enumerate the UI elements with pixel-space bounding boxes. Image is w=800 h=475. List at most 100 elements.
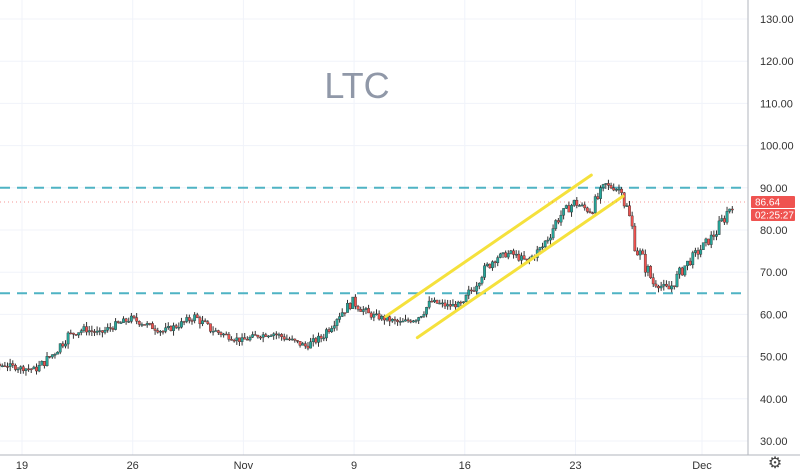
candle-up bbox=[475, 285, 479, 292]
candle-up bbox=[599, 187, 602, 199]
candle-down bbox=[48, 356, 52, 358]
y-tick-label: 100.00 bbox=[760, 141, 794, 153]
y-tick-label: 120.00 bbox=[760, 56, 794, 68]
candle-up bbox=[601, 184, 605, 188]
candle-down bbox=[354, 296, 357, 307]
candle-down bbox=[607, 183, 610, 186]
candle-down bbox=[454, 304, 457, 308]
candle-up bbox=[211, 331, 215, 333]
candle-up bbox=[177, 326, 181, 329]
candle-up bbox=[380, 316, 384, 320]
candle-up bbox=[251, 334, 255, 338]
candle-up bbox=[593, 196, 597, 214]
candle-down bbox=[730, 208, 734, 211]
candle-up bbox=[301, 343, 305, 346]
candle-down bbox=[161, 331, 165, 333]
candle-down bbox=[198, 317, 202, 325]
candle-down bbox=[124, 318, 128, 322]
candle-up bbox=[201, 320, 204, 325]
candle-down bbox=[556, 220, 560, 223]
candle-down bbox=[174, 325, 178, 328]
candle-down bbox=[137, 321, 141, 325]
candle-up bbox=[322, 337, 326, 340]
candle-up bbox=[106, 327, 110, 331]
candle-down bbox=[280, 334, 284, 337]
candle-up bbox=[340, 312, 344, 317]
price-badges: 86.64 02:25:27 bbox=[0, 195, 795, 221]
candle-up bbox=[417, 317, 421, 321]
candle-up bbox=[662, 283, 666, 287]
channel-line bbox=[384, 173, 593, 319]
candle-down bbox=[135, 317, 139, 322]
candle-up bbox=[422, 314, 426, 317]
candle-up bbox=[32, 366, 36, 370]
countdown-badge bbox=[751, 208, 795, 221]
candle-down bbox=[3, 365, 7, 367]
candle-up bbox=[164, 327, 168, 332]
candle-up bbox=[638, 250, 642, 256]
candle-up bbox=[709, 234, 713, 245]
candle-up bbox=[483, 265, 486, 278]
candle-down bbox=[187, 317, 191, 321]
candle-up bbox=[50, 354, 54, 358]
candle-up bbox=[715, 234, 718, 237]
candle-down bbox=[435, 299, 439, 304]
candle-down bbox=[583, 204, 587, 209]
x-tick-label: 9 bbox=[351, 460, 357, 472]
candle-up bbox=[541, 246, 544, 249]
candle-down bbox=[622, 192, 626, 207]
candle-up bbox=[646, 266, 650, 273]
candle-down bbox=[680, 267, 684, 276]
candle-up bbox=[145, 323, 149, 326]
candle-up bbox=[235, 337, 239, 341]
candle-up bbox=[401, 320, 405, 323]
channel-lines bbox=[384, 173, 625, 340]
candle-down bbox=[327, 329, 331, 333]
y-tick-label: 70.00 bbox=[760, 267, 788, 279]
candle-up bbox=[549, 237, 552, 241]
candle-up bbox=[290, 338, 294, 341]
candle-up bbox=[269, 335, 273, 337]
candle-up bbox=[538, 247, 542, 251]
x-tick-label: Nov bbox=[234, 460, 254, 472]
channel-line bbox=[415, 194, 625, 340]
candle-down bbox=[108, 327, 112, 329]
candle-down bbox=[377, 313, 381, 320]
candle-up bbox=[572, 199, 576, 206]
candle-down bbox=[256, 335, 260, 338]
candle-down bbox=[596, 196, 600, 199]
candle-up bbox=[562, 208, 566, 216]
candle-down bbox=[151, 323, 154, 330]
candle-down bbox=[182, 321, 186, 323]
candle-up bbox=[346, 303, 349, 313]
candle-up bbox=[614, 189, 618, 191]
candle-down bbox=[612, 187, 616, 191]
candle-down bbox=[29, 368, 33, 371]
candle-down bbox=[504, 252, 508, 258]
candle-up bbox=[56, 351, 59, 355]
candle-up bbox=[53, 354, 57, 356]
candle-up bbox=[185, 317, 189, 322]
candle-up bbox=[77, 332, 81, 336]
candle-down bbox=[630, 215, 634, 227]
y-tick-label: 110.00 bbox=[760, 98, 793, 110]
candle-up bbox=[16, 368, 20, 371]
candle-up bbox=[19, 366, 23, 370]
candle-down bbox=[396, 320, 399, 322]
candle-down bbox=[116, 321, 120, 323]
candle-down bbox=[525, 258, 529, 261]
candle-up bbox=[694, 250, 697, 253]
candle-down bbox=[712, 234, 716, 237]
candle-up bbox=[311, 338, 315, 342]
candle-down bbox=[298, 341, 302, 346]
candle-up bbox=[704, 238, 708, 243]
candle-down bbox=[636, 250, 639, 256]
candle-down bbox=[359, 309, 363, 312]
settings-gear-icon[interactable]: ⚙ bbox=[767, 455, 783, 472]
candle-down bbox=[195, 314, 199, 318]
candle-up bbox=[509, 250, 513, 254]
candle-down bbox=[216, 330, 220, 333]
candle-down bbox=[665, 283, 668, 287]
candle-down bbox=[643, 253, 647, 273]
